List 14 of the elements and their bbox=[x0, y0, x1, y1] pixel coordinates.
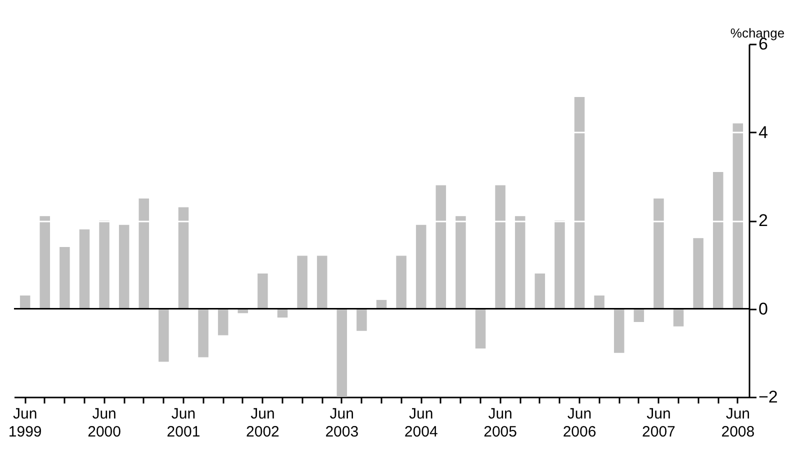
y-tick-label: 0 bbox=[758, 299, 768, 318]
x-tick-label: Jun 2007 bbox=[642, 406, 676, 440]
x-tick-label: Jun 2004 bbox=[404, 406, 438, 440]
x-tick-label: Jun 2001 bbox=[166, 406, 200, 440]
x-tick-label: Jun 2003 bbox=[325, 406, 359, 440]
y-tick-label: −2 bbox=[758, 388, 778, 406]
x-tick-label: Jun 1999 bbox=[8, 406, 42, 440]
y-tick-label: 4 bbox=[758, 122, 768, 142]
x-tick-label: Jun 2000 bbox=[88, 406, 121, 440]
y-tick-label: 2 bbox=[758, 211, 768, 230]
x-tick-label: Jun 2008 bbox=[721, 406, 755, 440]
x-tick-label: Jun 2006 bbox=[562, 406, 596, 440]
x-tick-label: Jun 2005 bbox=[484, 406, 517, 440]
x-tick-label: Jun 2002 bbox=[246, 406, 280, 440]
